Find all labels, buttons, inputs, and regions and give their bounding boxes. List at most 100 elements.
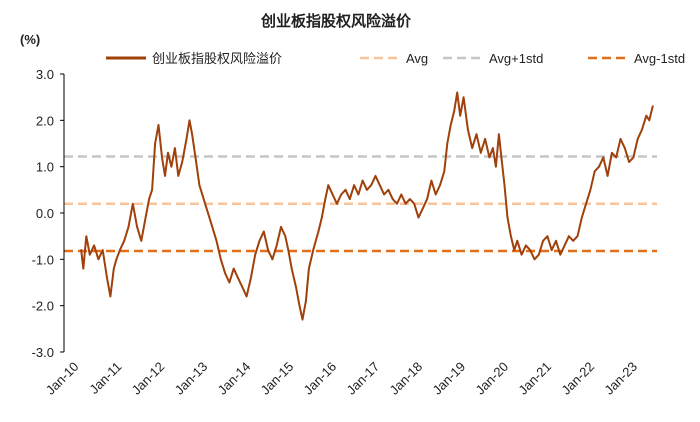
series-point [480,151,482,154]
series-point [167,151,169,154]
x-tick-label: Jan-10 [43,359,82,398]
series-point [449,124,452,126]
series-point [290,267,293,270]
series-point [340,193,342,196]
x-axis-ticks: Jan-10 Jan-11 Jan-12 Jan-13 Jan-14 Jan-15 Jan-… [43,359,640,398]
series-point [170,165,173,168]
series-point [241,286,244,288]
series-point [198,184,201,186]
y-axis-unit-label: (%) [20,32,40,47]
series-point [188,119,191,122]
series-point [254,253,257,256]
legend-label-0: 创业板指股权风险溢价 [152,51,282,66]
series-point [224,272,226,275]
series-point [409,198,411,200]
series-point [400,193,403,196]
series-point [492,147,494,149]
series-point [593,170,596,173]
x-tick-label: Jan-14 [215,359,254,398]
series-point [503,184,506,186]
series-point [344,189,347,191]
series-point [93,244,95,247]
x-tick-label: Jan-20 [472,359,511,398]
series-point [101,249,104,251]
y-tick-label: 3.0 [36,67,54,82]
legend-label-3: Avg-1std [634,51,685,66]
series-point [374,175,377,177]
series-point [396,202,398,205]
series-point [559,253,562,256]
series-point [500,156,503,159]
series-point [228,281,231,284]
series-point [298,304,301,307]
series-point [154,142,156,145]
series-point [623,147,626,149]
series-point [404,202,407,205]
series-point [263,230,265,233]
x-tick-label: Jan-21 [515,359,554,398]
y-tick-label: -3.0 [32,345,54,360]
series-point [136,226,138,228]
series-point [161,156,163,159]
series-point [366,189,368,191]
series-point [446,142,449,145]
series-point [379,184,381,186]
x-tick-label: Jan-11 [86,359,124,397]
series-point [576,235,579,237]
y-tick-label: 1.0 [36,160,54,175]
series-point [581,216,583,219]
series-point [191,133,193,136]
series-point [88,253,91,256]
chart-title: 创业板指股权风险溢价 [260,12,412,30]
x-tick-label: Jan-23 [601,359,640,398]
series-point [498,133,500,136]
series-point [202,198,205,200]
series-point [321,216,323,219]
series-point [295,286,297,288]
series-point [475,133,478,136]
series-point [106,277,108,279]
series-point [615,156,617,159]
series-point [177,175,180,177]
x-tick-label: Jan-13 [172,359,211,398]
series-point [140,240,143,242]
series-point [525,244,527,247]
series-point [453,110,455,112]
series-point [555,240,557,242]
series-point [287,249,290,251]
series-point [82,267,85,270]
x-tick-label: Jan-16 [301,359,340,398]
series-point [443,170,446,173]
series-point [250,277,252,279]
series-point [157,124,160,126]
series-point [370,184,373,186]
legend-label-1: Avg [406,51,428,66]
series-point [598,165,600,168]
series-point [589,189,592,191]
y-tick-label: 0.0 [36,206,54,221]
series-point [538,253,540,256]
series-point [488,156,491,159]
series-point [336,202,338,205]
series-point [572,240,575,242]
y-tick-label: -2.0 [32,299,54,314]
y-axis-ticks: 3.0 2.0 1.0 0.0 -1.0 -2.0 -3.0 [32,67,64,360]
series-point [459,114,461,117]
series-point [434,193,437,196]
x-tick-label: Jan-17 [344,359,383,398]
series-point [271,258,274,261]
series-point [211,226,214,228]
series-point [357,193,360,196]
series-point [361,179,364,182]
series-point [513,249,516,251]
series-point [383,193,385,196]
x-tick-label: Jan-18 [387,359,426,398]
series-point [648,119,651,122]
series-point [164,175,166,177]
series-point [324,198,327,200]
series-point [506,216,509,219]
series-point [113,267,115,270]
series-point [115,258,118,261]
series-point [391,198,394,200]
